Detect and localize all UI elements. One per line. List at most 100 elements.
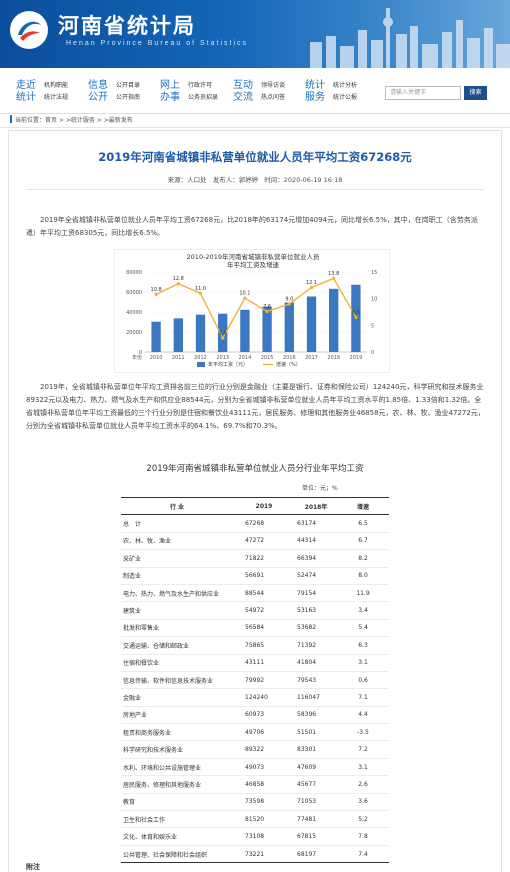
chart-legend-bar-label: 年平均工资（元） [208,361,248,368]
table-cell: 66394 [285,549,337,568]
table-cell: 56584 [233,619,285,638]
table-cell: 建筑业 [121,601,233,620]
chart-growth-label: 10.8 [151,287,162,293]
table-cell: 45677 [285,775,337,794]
table-cell: 科学研究和技术服务业 [121,740,233,759]
table-unit: 单位：元；% [302,485,338,492]
skyline-decoration-icon [310,8,510,68]
main-nav: 走近统计 机构职能 统计法规 信息公开 公开目录 公开指南 网上办事 行政许可 … [0,68,510,114]
chart-bar [240,309,250,352]
table-cell: 51501 [285,723,337,742]
nav-title-public-info[interactable]: 信息公开 [88,80,108,103]
table-cell: 7.1 [337,688,389,707]
table-cell: 8.0 [337,567,389,585]
table-cell: 71053 [285,793,337,812]
table-cell: 农、林、牧、渔业 [121,532,233,551]
chart-legend-bar-swatch [197,362,205,367]
table-header-cell: 行 业 [121,496,233,516]
table-header-cell: 2018年 [285,496,337,516]
table-cell: 11.9 [337,584,389,603]
nav-group-interaction[interactable]: 互动交流 领导访谈 热点问答 [233,80,285,104]
chart-ytick-left: 60000 [126,290,142,296]
table-cell: 75865 [233,636,285,655]
chart-growth-label: 10.1 [239,291,250,297]
table-cell: 0.6 [337,671,389,690]
nav-link[interactable]: 行政许可 [188,82,213,89]
table-cell: 47272 [233,532,285,551]
table-cell: 124240 [233,688,285,707]
breadcrumb-marker-icon [10,115,12,123]
table-cell: 2.6 [337,775,389,794]
chart-bar [306,296,317,352]
search-button[interactable]: 搜索 [464,86,487,100]
nav-title-online-service[interactable]: 网上办事 [160,80,180,103]
chart-ytick-left: 20000 [126,330,142,336]
chart-x-corner-label: 年份 [132,354,142,361]
article-title: 2019年河南省城镇非私营单位就业人员年平均工资67268元 [98,150,412,164]
table-cell: 54972 [233,601,285,620]
nav-link[interactable]: 公开目录 [116,82,141,89]
table-cell: 73108 [233,827,285,846]
article-paragraph-2: 2019年，全省城镇非私营单位年平均工资排名前三位的行业分别是金融业（主要是银行… [26,383,485,430]
table-cell: 8.2 [337,549,389,568]
table-cell: 交通运输、仓储和邮政业 [121,636,233,655]
article-time: 时间：2020-06-19 16:18 [264,176,343,184]
table-cell: 教育 [121,793,233,812]
chart-xtick-label: 2011 [172,355,185,361]
chart-growth-point [309,285,314,290]
table-row: 金融业 124240 116047 7.1 [121,688,389,707]
nav-link[interactable]: 公开指南 [116,94,141,101]
nav-link[interactable]: 公务员招录 [188,94,219,101]
table-cell: 71392 [285,636,337,655]
nav-link[interactable]: 统计法规 [44,94,69,101]
breadcrumb-text[interactable]: 当前位置：首页 > >统计服务 > >最新发布 [15,117,133,124]
chart-growth-point [332,276,336,280]
table-cell: 4.4 [337,706,389,725]
table-row: 采矿业 71822 66394 8.2 [121,549,389,568]
table-row: 建筑业 54972 53163 3.4 [121,601,389,620]
table-cell: 83301 [285,740,337,759]
nav-title-interaction[interactable]: 互动交流 [233,80,253,103]
nav-group-online-service[interactable]: 网上办事 行政许可 公务员招录 [160,80,218,104]
nav-title-stat-service[interactable]: 统计服务 [305,80,325,103]
chart-growth-label: 6.5 [352,310,360,316]
table-cell: 88544 [233,584,285,603]
table-row: 电力、热力、燃气及水生产和供应业 88544 79154 11.9 [121,584,389,603]
table-cell: 总 计 [121,514,233,533]
table-cell: 采矿业 [121,549,233,568]
nav-group-stat-service[interactable]: 统计服务 统计分析 统计公报 [305,80,357,104]
bureau-logo-icon[interactable] [10,11,48,49]
table-cell: 79992 [233,671,285,690]
search-input[interactable]: 请输入关键字 [385,86,461,100]
table-cell: 6.7 [337,532,389,551]
chart-title-line2: 年平均工资及增速 [227,260,280,269]
nav-link[interactable]: 统计公报 [333,94,358,101]
nav-group-about[interactable]: 走近统计 机构职能 统计法规 [16,80,68,104]
table-row: 科学研究和技术服务业 89322 83301 7.2 [121,740,389,759]
chart-bar [195,314,206,352]
table-cell: 49706 [233,723,285,742]
nav-group-public-info[interactable]: 信息公开 公开目录 公开指南 [88,80,140,104]
table-cell: 52474 [285,567,337,585]
nav-link[interactable]: 领导访谈 [261,82,286,89]
table-row: 信息传输、软件和信息技术服务业 79992 79543 0.6 [121,671,389,690]
table-cell: 71822 [233,549,285,568]
table-header-row: 行 业 2019 2018年 增速 [121,496,389,516]
nav-link[interactable]: 统计分析 [333,82,358,89]
table-cell: 41804 [285,654,337,672]
nav-link[interactable]: 热点问答 [261,94,286,101]
chart-ytick-right: 0 [371,350,374,356]
table-cell: 116047 [285,688,337,707]
table-cell: 43111 [233,654,285,672]
table-cell: 6.3 [337,636,389,655]
nav-title-about[interactable]: 走近统计 [16,80,36,103]
chart-growth-point [243,296,247,300]
table-cell: 58396 [285,706,337,725]
table-cell: 6.5 [337,514,389,533]
chart-growth-label: 2.6 [219,331,227,337]
table-row: 总 计 67268 63174 6.5 [121,514,389,533]
table-cell: 60973 [233,706,285,725]
table-cell: 居民服务、修理和其他服务业 [121,775,233,794]
nav-link[interactable]: 机构职能 [44,82,69,89]
table-row: 租赁和商务服务业 49706 51501 -3.5 [121,723,389,742]
